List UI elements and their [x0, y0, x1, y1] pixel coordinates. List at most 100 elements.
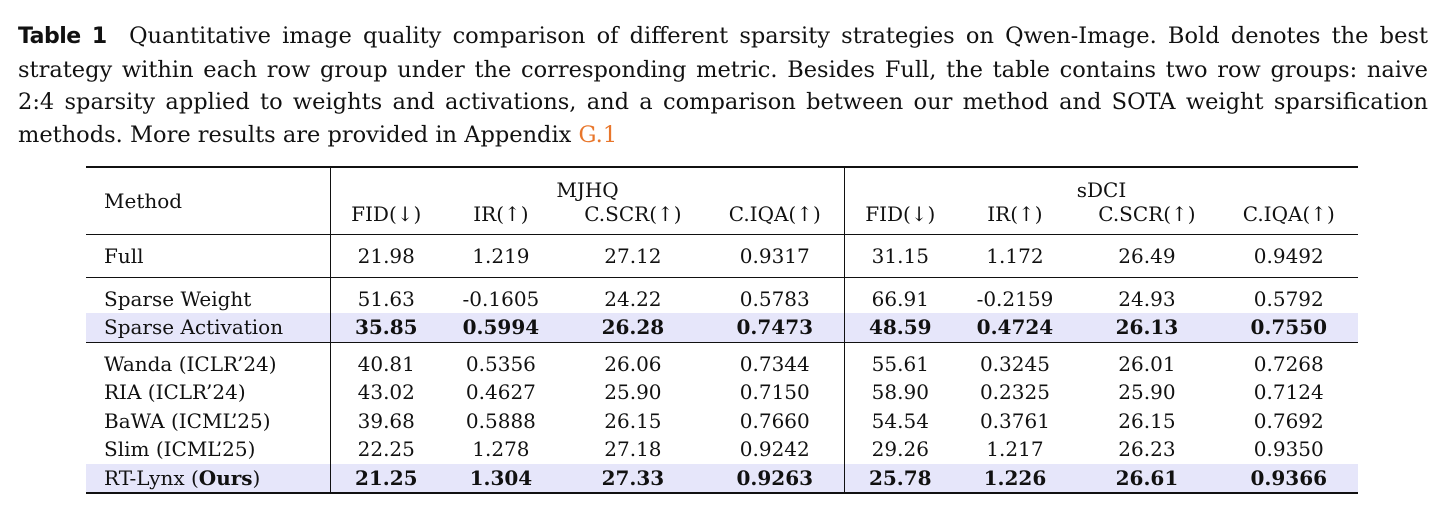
table-row-sparse-weight: Sparse Weight 51.63 -0.1605 24.22 0.5783…	[86, 276, 1358, 313]
method-cell: Sparse Activation	[86, 313, 331, 342]
value-cell-best: 0.9263	[705, 463, 846, 494]
method-cell: RIA (ICLR’24)	[86, 378, 331, 407]
metric-header: IR(↑)	[987, 202, 1043, 226]
method-header: Method	[86, 166, 331, 235]
results-table: Method MJHQ sDCI FID(↓) IR(↑) C.SCR(↑) C…	[86, 166, 1358, 494]
value-cell-best: 26.28	[560, 313, 706, 342]
table-row-sparse-activation: Sparse Activation 35.85 0.5994 26.28 0.7…	[86, 313, 1358, 342]
metric-header: FID(↓)	[351, 202, 422, 226]
value-cell-best: 0.7473	[705, 313, 846, 342]
value-cell: 58.90	[871, 380, 929, 405]
value-cell: 26.15	[1118, 408, 1176, 433]
value-cell-best: 48.59	[844, 313, 956, 342]
value-cell: 43.02	[357, 380, 415, 405]
value-cell: 66.91	[844, 276, 956, 313]
value-cell: 1.172	[955, 234, 1075, 277]
appendix-link[interactable]: G.1	[578, 121, 618, 148]
group-header-mjhq: MJHQ	[330, 166, 846, 202]
method-cell: Sparse Weight	[86, 276, 331, 313]
metric-header: FID(↓)	[865, 202, 936, 226]
value-cell: 22.25	[357, 437, 415, 462]
value-cell-best: 0.9366	[1219, 463, 1358, 494]
value-cell-best: 1.226	[955, 463, 1075, 494]
value-cell: 54.54	[871, 408, 929, 433]
value-cell-best: 26.61	[1074, 463, 1220, 494]
method-name: RT-Lynx (	[104, 465, 199, 490]
value-cell: 26.06	[560, 341, 706, 378]
value-cell: 0.5783	[705, 276, 846, 313]
value-cell-best: 0.7550	[1219, 313, 1358, 342]
method-cell: BaWA (ICML’25)	[86, 406, 331, 435]
value-cell: 55.61	[844, 341, 956, 378]
value-cell: 24.22	[560, 276, 706, 313]
value-cell: 1.278	[472, 437, 530, 462]
value-cell: 26.01	[1074, 341, 1220, 378]
metric-header: IR(↑)	[473, 202, 529, 226]
value-cell: -0.2159	[955, 276, 1075, 313]
value-cell: 0.7692	[1253, 408, 1324, 433]
value-cell: 31.15	[844, 234, 956, 277]
value-cell: 1.217	[986, 437, 1044, 462]
value-cell: 0.9242	[705, 435, 846, 464]
group-header-sdci: sDCI	[844, 166, 1358, 202]
table-row-slim: Slim (ICML’25) 22.25 1.278 27.18 0.9242 …	[86, 435, 1358, 464]
value-cell: -0.1605	[441, 276, 561, 313]
metric-header: C.IQA(↑)	[1242, 202, 1335, 226]
table-row-ria: RIA (ICLR’24) 43.02 0.4627 25.90 0.7150 …	[86, 378, 1358, 407]
value-cell: 29.26	[871, 437, 929, 462]
value-cell: 0.2325	[979, 380, 1050, 405]
value-cell: 27.12	[560, 234, 706, 277]
value-cell: 0.5792	[1219, 276, 1358, 313]
value-cell: 0.7344	[705, 341, 846, 378]
value-cell: 27.18	[604, 437, 662, 462]
value-cell-best: 21.25	[330, 463, 442, 494]
table-caption: Table 1 Quantitative image quality compa…	[18, 20, 1428, 151]
value-cell: 0.7124	[1253, 380, 1324, 405]
value-cell: 0.7660	[705, 406, 846, 435]
header-row-metrics: FID(↓) IR(↑) C.SCR(↑) C.IQA(↑) FID(↓) IR…	[86, 202, 1358, 235]
table-label: Table 1	[18, 24, 107, 49]
header-row-groups: Method MJHQ sDCI	[86, 166, 1358, 235]
value-cell-best: 0.5994	[441, 313, 561, 342]
value-cell-best: 0.4724	[955, 313, 1075, 342]
value-cell: 0.7150	[705, 378, 846, 407]
metric-header: C.SCR(↑)	[584, 202, 682, 226]
table-row-full: Full 21.98 1.219 27.12 0.9317 31.15 1.17…	[86, 234, 1358, 277]
value-cell: 21.98	[330, 234, 442, 277]
method-cell: Full	[86, 234, 331, 277]
value-cell: 0.3245	[955, 341, 1075, 378]
value-cell: 0.9492	[1219, 234, 1358, 277]
table-row-wanda: Wanda (ICLR’24) 40.81 0.5356 26.06 0.734…	[86, 341, 1358, 378]
value-cell: 0.9317	[705, 234, 846, 277]
method-cell: Wanda (ICLR’24)	[86, 341, 331, 378]
value-cell-best: 1.304	[441, 463, 561, 494]
method-cell: RT-Lynx (Ours)	[86, 463, 331, 494]
value-cell: 0.5356	[441, 341, 561, 378]
value-cell-best: 25.78	[844, 463, 956, 494]
value-cell: 26.49	[1074, 234, 1220, 277]
value-cell-best: 27.33	[560, 463, 706, 494]
value-cell: 51.63	[330, 276, 442, 313]
value-cell: 0.3761	[979, 408, 1050, 433]
metric-header: C.SCR(↑)	[1098, 202, 1196, 226]
method-cell: Slim (ICML’25)	[86, 435, 331, 464]
value-cell: 1.219	[441, 234, 561, 277]
metric-header: C.IQA(↑)	[705, 202, 846, 235]
table-row-rt-lynx: RT-Lynx (Ours) 21.25 1.304 27.33 0.9263 …	[86, 463, 1358, 494]
value-cell: 0.5888	[465, 408, 536, 433]
table-row-bawa: BaWA (ICML’25) 39.68 0.5888 26.15 0.7660…	[86, 406, 1358, 435]
method-name-bold: Ours	[198, 465, 253, 490]
value-cell: 0.7268	[1219, 341, 1358, 378]
value-cell: 26.23	[1118, 437, 1176, 462]
value-cell: 24.93	[1074, 276, 1220, 313]
value-cell: 25.90	[1118, 380, 1176, 405]
method-name-suffix: )	[252, 465, 261, 490]
value-cell: 0.4627	[465, 380, 536, 405]
caption-text: Quantitative image quality comparison of…	[18, 23, 1428, 148]
value-cell: 0.9350	[1253, 437, 1324, 462]
value-cell: 25.90	[604, 380, 662, 405]
value-cell: 40.81	[330, 341, 442, 378]
value-cell: 39.68	[357, 408, 415, 433]
value-cell-best: 35.85	[330, 313, 442, 342]
value-cell-best: 26.13	[1074, 313, 1220, 342]
